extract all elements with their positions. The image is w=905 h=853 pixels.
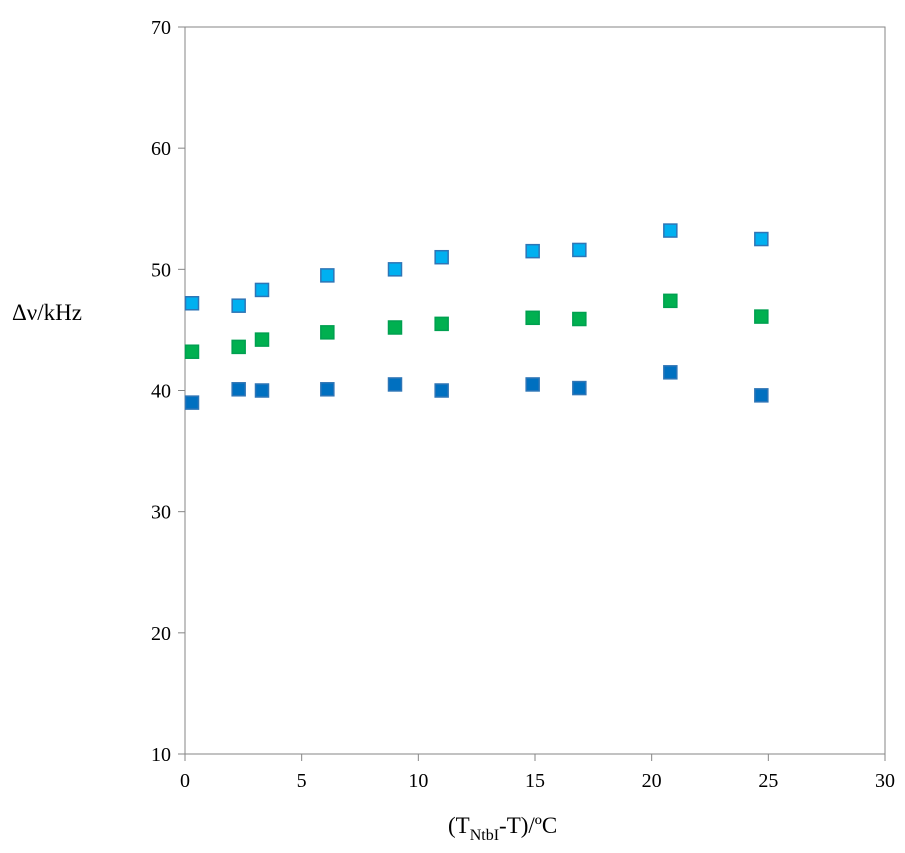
- x-tick-label: 0: [180, 770, 190, 792]
- data-point: [525, 310, 540, 326]
- data-point: [254, 332, 270, 347]
- data-point: [434, 249, 449, 265]
- data-point: [320, 268, 335, 283]
- y-axis-title: Δν/kHz: [12, 300, 82, 325]
- y-tick-label: 10: [151, 744, 171, 766]
- series-3: [184, 365, 769, 410]
- data-point: [320, 382, 335, 397]
- x-axis-title-suffix: -T)/ºC: [499, 813, 557, 838]
- data-point: [231, 298, 246, 313]
- y-tick-label: 40: [151, 381, 171, 403]
- data-point: [254, 383, 270, 398]
- series-1: [184, 223, 769, 313]
- y-tick-label: 60: [151, 138, 171, 160]
- y-tick-label: 50: [151, 259, 171, 281]
- data-point: [320, 325, 335, 340]
- data-point: [184, 395, 200, 410]
- data-point: [754, 309, 769, 324]
- data-point: [254, 282, 270, 298]
- y-tick-label: 20: [151, 623, 171, 645]
- y-tick-label: 70: [151, 17, 171, 39]
- x-tick-label: 25: [758, 770, 778, 792]
- data-points: [184, 223, 769, 410]
- data-point: [663, 365, 678, 380]
- data-point: [434, 383, 449, 398]
- data-point: [387, 320, 403, 335]
- data-point: [387, 377, 403, 392]
- x-tick-label: 15: [525, 770, 545, 792]
- data-point: [663, 223, 678, 238]
- data-point: [754, 231, 769, 247]
- x-tick-label: 5: [297, 770, 307, 792]
- data-point: [525, 243, 540, 259]
- y-axis: 10 20 30 40 50 60 70: [151, 17, 185, 766]
- series-2: [184, 293, 769, 359]
- data-point: [572, 311, 587, 327]
- data-point: [231, 382, 246, 397]
- x-axis-title-prefix: (T: [448, 813, 470, 838]
- data-point: [184, 344, 200, 359]
- x-axis: 0 5 10 15 20 25 30: [180, 754, 895, 792]
- data-point: [231, 339, 246, 355]
- data-point: [184, 296, 200, 311]
- data-point: [434, 316, 449, 332]
- data-point: [754, 388, 769, 403]
- y-tick-label: 30: [151, 502, 171, 524]
- x-tick-label: 10: [408, 770, 428, 792]
- data-point: [663, 293, 678, 309]
- data-point: [525, 377, 540, 392]
- x-tick-label: 30: [875, 770, 895, 792]
- x-tick-label: 20: [642, 770, 662, 792]
- data-point: [572, 380, 587, 396]
- x-axis-title-subscript: NtbI: [470, 827, 499, 844]
- x-axis-title: (TNtbI-T)/ºC: [448, 813, 557, 844]
- data-point: [572, 242, 587, 258]
- data-point: [387, 262, 403, 277]
